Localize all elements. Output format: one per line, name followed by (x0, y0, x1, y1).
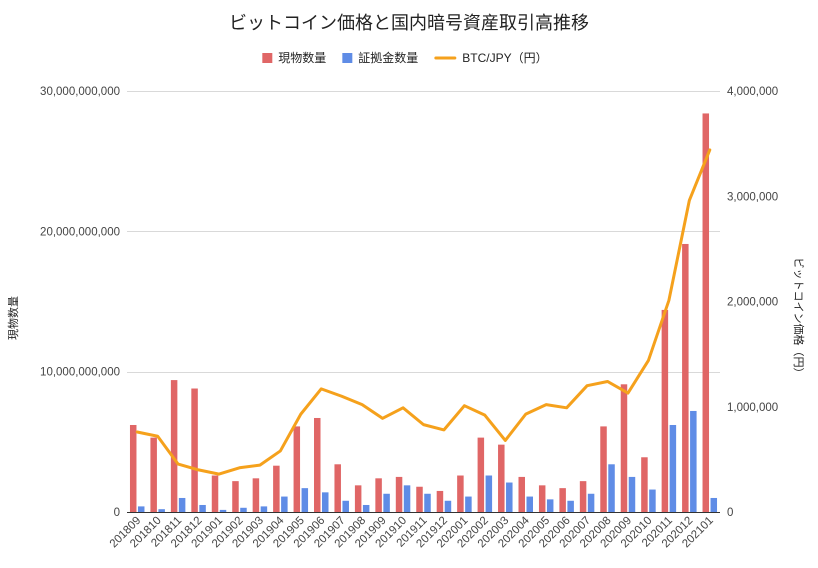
bar-spot-volume-202005 (538, 485, 546, 512)
bar-margin-volume-202005 (546, 499, 554, 512)
bar-spot-volume-201907 (334, 464, 341, 512)
bar-margin-volume-201812 (199, 504, 206, 512)
bar-margin-volume-202101 (710, 497, 718, 512)
bar-margin-volume-202003 (506, 482, 513, 512)
legend-item-spot-volume: 現物数量 (262, 50, 326, 65)
bar-margin-volume-201810 (158, 509, 165, 512)
bar-spot-volume-201908 (354, 485, 362, 512)
bar-margin-volume-201909 (383, 493, 390, 512)
bar-spot-volume-201810 (150, 437, 157, 512)
bar-margin-volume-201912 (444, 500, 452, 512)
bar-margin-volume-202012 (690, 410, 697, 512)
bar-spot-volume-202007 (579, 481, 587, 512)
bar-margin-volume-201902 (240, 507, 247, 512)
legend-label-margin-volume: 証拠金数量 (358, 50, 418, 65)
legend: 現物数量 証拠金数量 BTC/JPY（円） (262, 50, 548, 65)
bar-spot-volume-201912 (436, 490, 444, 512)
bar-margin-volume-201809 (137, 506, 145, 512)
bar-margin-volume-202002 (485, 475, 493, 512)
y-axis-tick-label: 10,000,000,000 (40, 367, 120, 379)
bar-margin-volume-201906 (322, 492, 329, 512)
bar-margin-volume-202010 (649, 489, 656, 512)
bar-margin-volume-202011 (669, 424, 677, 512)
bar-spot-volume-202006 (559, 488, 566, 512)
bar-spot-volume-202008 (600, 426, 607, 512)
y2-axis-tick-label: 2,000,000 (727, 297, 778, 309)
bar-spot-volume-202001 (457, 475, 464, 512)
y2-axis-tick-label: 4,000,000 (727, 86, 778, 98)
bar-spot-volume-202009 (620, 384, 628, 512)
bar-spot-volume-202002 (477, 437, 485, 512)
bar-margin-volume-202009 (628, 476, 636, 512)
bar-spot-volume-202011 (661, 309, 669, 512)
btc-jpy-line (135, 148, 712, 476)
bar-margin-volume-202001 (465, 496, 472, 512)
bar-spot-volume-201909 (375, 478, 382, 512)
bar-spot-volume-202004 (518, 476, 525, 512)
y2-axis-tick-label: 3,000,000 (727, 191, 778, 203)
bar-spot-volume-201809 (129, 424, 137, 512)
bar-spot-volume-201905 (293, 426, 301, 512)
lines (135, 148, 712, 476)
y-axis-tick-label: 30,000,000,000 (40, 86, 120, 98)
legend-item-margin-volume: 証拠金数量 (342, 50, 418, 65)
axes: 0 10,000,000,000 20,000,000,000 30,000,000,… (40, 86, 778, 550)
legend-label-btc-jpy: BTC/JPY（円） (462, 51, 547, 65)
legend-label-spot-volume: 現物数量 (278, 50, 326, 65)
bar-spot-volume-201911 (416, 486, 423, 512)
bar-margin-volume-201811 (178, 497, 186, 512)
bar-margin-volume-202006 (567, 500, 574, 512)
bar-spot-volume-201812 (191, 388, 198, 512)
bar-margin-volume-202007 (587, 493, 595, 512)
bar-margin-volume-201903 (260, 506, 268, 512)
bar-spot-volume-201904 (273, 465, 280, 512)
bar-margin-volume-201910 (403, 485, 411, 512)
bar-spot-volume-201811 (170, 380, 178, 512)
bar-spot-volume-201903 (252, 478, 260, 512)
bar-margin-volume-201908 (362, 504, 370, 512)
bar-margin-volume-201901 (219, 509, 227, 512)
bar-margin-volume-201904 (281, 496, 288, 512)
y2-axis-tick-label: 0 (727, 507, 733, 519)
bar-spot-volume-202010 (641, 457, 648, 512)
bar-margin-volume-201911 (424, 493, 431, 512)
bar-margin-volume-202008 (608, 464, 615, 512)
bar-spot-volume-201902 (232, 481, 239, 512)
gridlines (127, 91, 720, 373)
y2-axis-title: ビットコイン価格（円） (792, 258, 806, 379)
y-axis-title: 現物数量 (6, 296, 20, 340)
legend-item-btc-jpy: BTC/JPY（円） (434, 51, 548, 65)
bar-spot-volume-202012 (682, 243, 689, 512)
y-axis-tick-label: 0 (114, 507, 120, 519)
bar-spot-volume-201910 (395, 476, 403, 512)
bar-spot-volume-201901 (211, 475, 219, 512)
bar-margin-volume-202004 (526, 496, 533, 512)
chart-title: ビットコイン価格と国内暗号資産取引高推移 (229, 13, 589, 33)
bar-spot-volume-202003 (498, 444, 505, 512)
y-axis-tick-label: 20,000,000,000 (40, 226, 120, 238)
y2-axis-tick-label: 1,000,000 (727, 402, 778, 414)
bar-spot-volume-201906 (314, 417, 321, 512)
bar-spot-volume-202101 (702, 113, 710, 512)
legend-swatch-margin-volume (342, 53, 353, 63)
legend-swatch-spot-volume (262, 53, 273, 63)
bar-margin-volume-201907 (342, 500, 349, 512)
bar-margin-volume-201905 (301, 488, 309, 512)
bars (129, 113, 718, 512)
